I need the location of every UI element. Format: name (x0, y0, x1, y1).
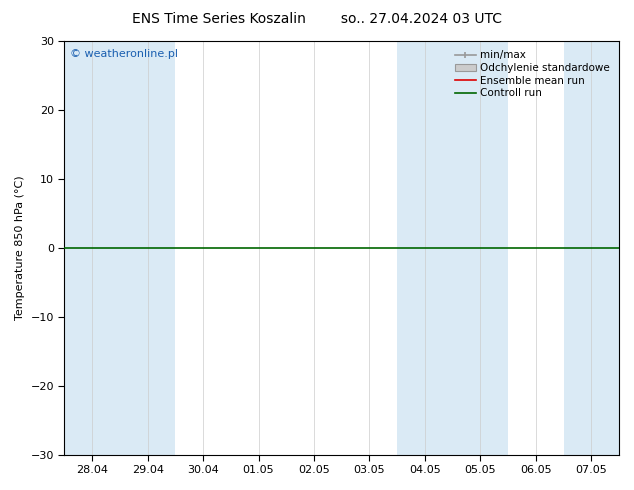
Text: © weatheronline.pl: © weatheronline.pl (70, 49, 178, 59)
Legend: min/max, Odchylenie standardowe, Ensemble mean run, Controll run: min/max, Odchylenie standardowe, Ensembl… (451, 46, 614, 102)
Text: ENS Time Series Koszalin        so.. 27.04.2024 03 UTC: ENS Time Series Koszalin so.. 27.04.2024… (132, 12, 502, 26)
Bar (65, 41, 176, 455)
Bar (564, 41, 619, 455)
Y-axis label: Temperature 850 hPa (°C): Temperature 850 hPa (°C) (15, 175, 25, 320)
Bar (397, 41, 508, 455)
